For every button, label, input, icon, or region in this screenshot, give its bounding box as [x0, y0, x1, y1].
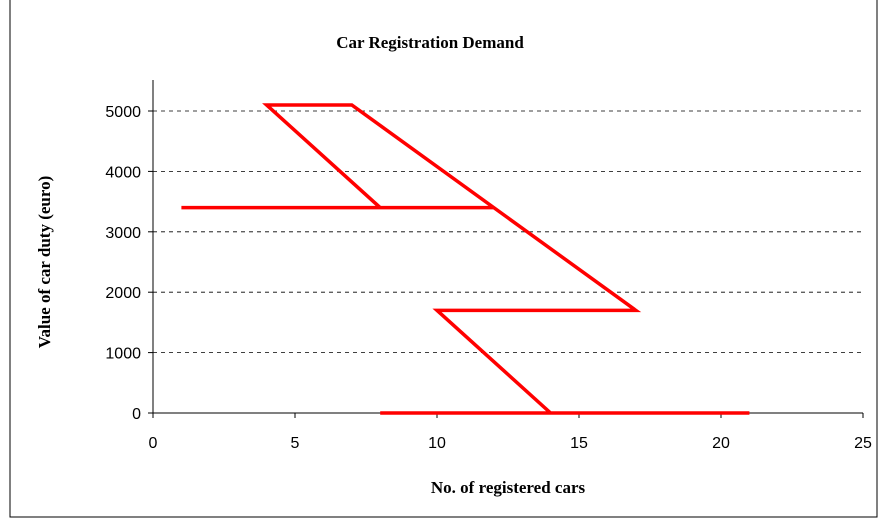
data-line — [181, 103, 750, 415]
x-tick-label: 25 — [854, 435, 872, 452]
x-tick-label: 5 — [291, 435, 300, 452]
x-axis-label: No. of registered cars — [431, 478, 586, 497]
y-tick-label: 5000 — [105, 104, 141, 121]
x-tick-label: 0 — [149, 435, 158, 452]
x-tick-label: 20 — [712, 435, 730, 452]
x-tick-label: 15 — [570, 435, 588, 452]
x-tick-label: 10 — [428, 435, 446, 452]
chart-title: Car Registration Demand — [336, 33, 524, 52]
y-axis-label: Value of car duty (euro) — [35, 176, 54, 349]
y-tick-label: 1000 — [105, 346, 141, 363]
y-tick-label: 3000 — [105, 225, 141, 242]
y-tick-label: 2000 — [105, 285, 141, 302]
y-tick-label: 4000 — [105, 164, 141, 181]
y-tick-label: 0 — [132, 406, 141, 423]
chart-frame — [9, 0, 878, 518]
